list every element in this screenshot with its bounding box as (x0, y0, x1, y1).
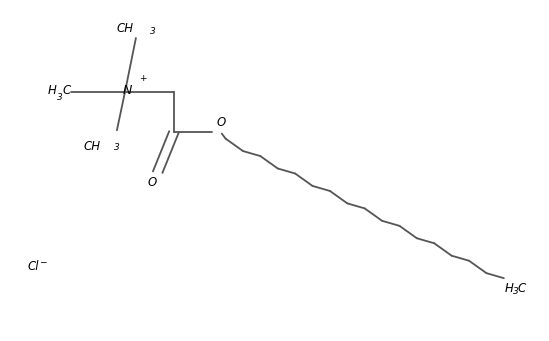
Text: +: + (139, 74, 146, 83)
Text: 3: 3 (114, 143, 120, 152)
Text: 3: 3 (513, 286, 518, 296)
Text: 3: 3 (149, 27, 155, 36)
Text: C: C (517, 282, 526, 295)
Text: O: O (148, 176, 157, 189)
Text: H: H (505, 282, 514, 295)
Text: 3: 3 (57, 93, 63, 102)
Text: O: O (216, 116, 226, 129)
Text: Cl: Cl (27, 260, 39, 272)
Text: CH: CH (83, 140, 100, 153)
Text: −: − (39, 257, 47, 267)
Text: H: H (48, 84, 57, 97)
Text: CH: CH (116, 21, 133, 35)
Text: C: C (63, 84, 71, 97)
Text: N: N (123, 85, 132, 98)
